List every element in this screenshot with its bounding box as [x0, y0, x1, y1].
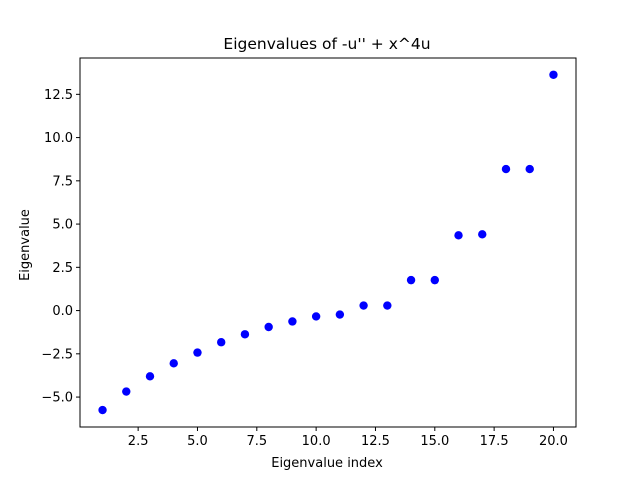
data-point	[454, 231, 463, 240]
y-axis-label: Eigenvalue	[18, 209, 33, 281]
plot-frame	[79, 57, 577, 428]
data-point	[145, 372, 155, 381]
y-axis-ticks: −5.0 −2.5 0.0 2.5 5.0 7.5 10.0 12.5	[41, 88, 80, 406]
data-point	[525, 164, 534, 174]
data-point	[122, 387, 131, 396]
data-point	[359, 301, 368, 310]
data-points	[98, 70, 558, 415]
x-axis-ticks: 2.5 5.0 7.5 10.0 12.5 15.0 17.5 20.0	[128, 427, 568, 449]
data-point	[383, 301, 392, 310]
x-tick-label: 20.0	[539, 434, 568, 449]
data-point	[264, 322, 273, 332]
x-tick-label: 10.0	[302, 434, 331, 449]
y-tick-label: 12.5	[44, 88, 73, 103]
data-point	[311, 312, 321, 321]
data-point	[240, 330, 250, 339]
x-axis-label: Eigenvalue index	[271, 456, 383, 471]
y-tick-label: 7.5	[52, 174, 73, 189]
x-tick-label: 2.5	[128, 434, 149, 449]
data-point	[288, 317, 297, 326]
data-point	[406, 275, 416, 285]
x-tick-label: 15.0	[420, 434, 449, 449]
y-tick-label: −2.5	[41, 347, 73, 362]
data-point	[98, 405, 107, 415]
y-tick-label: 5.0	[52, 218, 73, 233]
x-tick-label: 5.0	[187, 434, 208, 449]
y-tick-label: 2.5	[52, 261, 73, 276]
data-point	[335, 310, 345, 319]
data-point	[501, 164, 511, 174]
y-tick-label: −5.0	[41, 391, 73, 406]
data-point	[430, 275, 439, 285]
plot-area	[80, 58, 576, 427]
x-tick-label: 17.5	[480, 434, 509, 449]
data-point	[193, 348, 202, 357]
x-tick-label: 7.5	[246, 434, 267, 449]
data-point	[169, 359, 178, 368]
chart-title: Eigenvalues of -u'' + x^4u	[223, 35, 430, 53]
y-tick-label: 10.0	[44, 131, 73, 146]
data-point	[217, 338, 226, 347]
data-point	[478, 230, 487, 239]
data-point	[549, 70, 558, 79]
y-tick-label: 0.0	[52, 304, 73, 319]
x-tick-label: 12.5	[361, 434, 390, 449]
